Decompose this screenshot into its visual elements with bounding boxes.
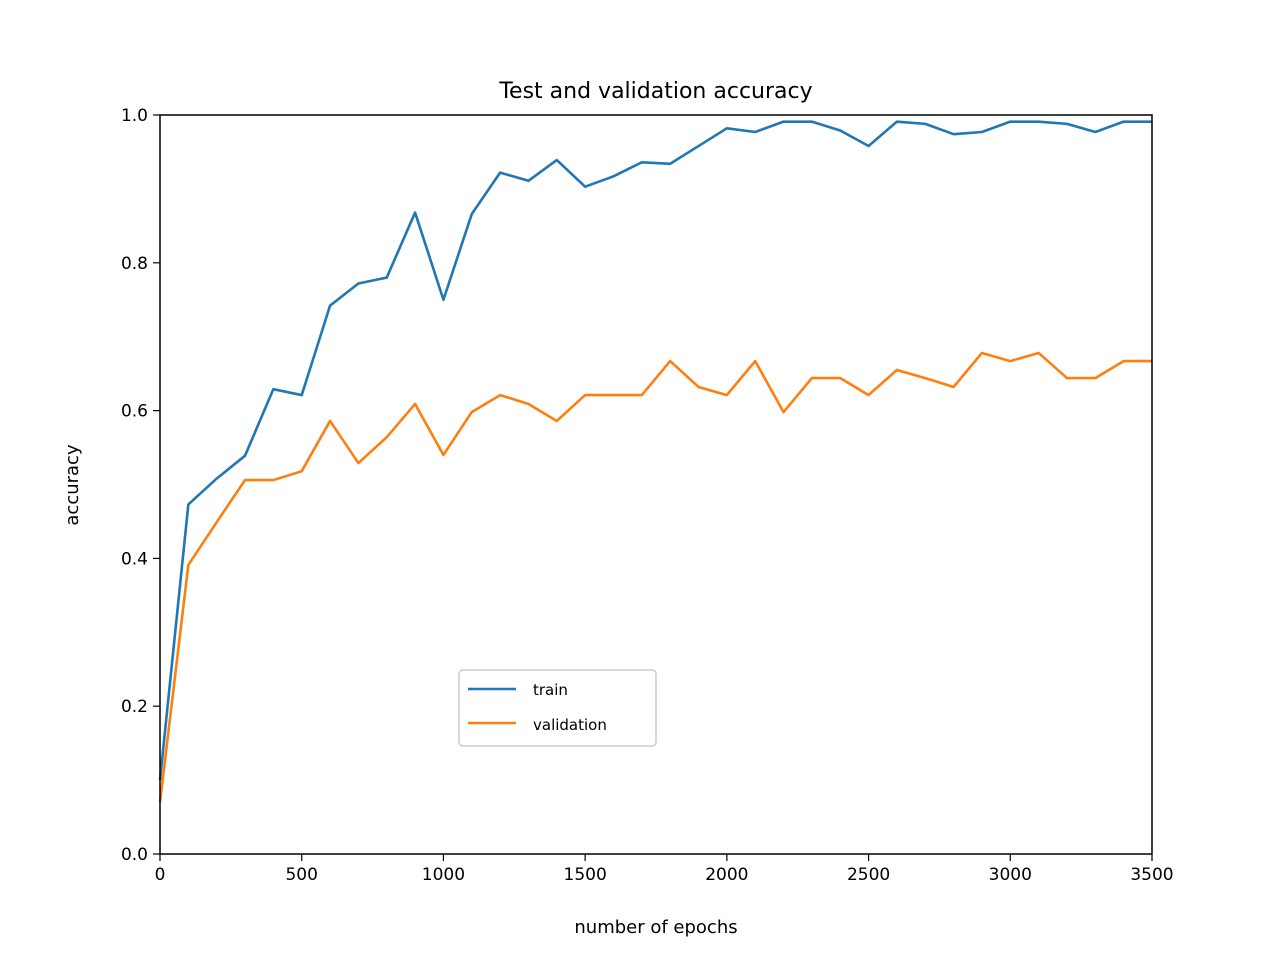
series-line-train [158, 120, 1152, 781]
x-tick-label: 3000 [989, 865, 1032, 885]
x-tick-label: 2500 [847, 865, 890, 885]
legend-label-train: train [533, 681, 568, 699]
x-tick-label: 3500 [1130, 865, 1173, 885]
legend-label-validation: validation [533, 716, 607, 734]
x-tick-label: 0 [155, 865, 166, 885]
x-tick-label: 2000 [705, 865, 748, 885]
y-tick-label: 0.6 [121, 402, 148, 422]
y-tick-label: 0.4 [121, 549, 148, 569]
x-axis: 0 500 1000 1500 2000 2500 3000 3500 [155, 854, 1174, 885]
x-tick-label: 1500 [564, 865, 607, 885]
x-axis-label: number of epochs [574, 917, 737, 938]
x-tick-label: 1000 [422, 865, 465, 885]
y-axis: 0.0 0.2 0.4 0.6 0.8 1.0 [121, 106, 160, 865]
y-tick-label: 1.0 [121, 106, 148, 126]
y-tick-label: 0.0 [121, 845, 148, 865]
y-tick-label: 0.2 [121, 697, 148, 717]
chart-title: Test and validation accuracy [498, 79, 812, 104]
series-line-validation [158, 351, 1152, 803]
series-layer [158, 120, 1152, 803]
x-tick-label: 500 [285, 865, 317, 885]
axes-frame [159, 114, 1153, 855]
y-tick-label: 0.8 [121, 254, 148, 274]
legend: train validation [458, 669, 657, 747]
y-axis-label: accuracy [62, 444, 83, 526]
